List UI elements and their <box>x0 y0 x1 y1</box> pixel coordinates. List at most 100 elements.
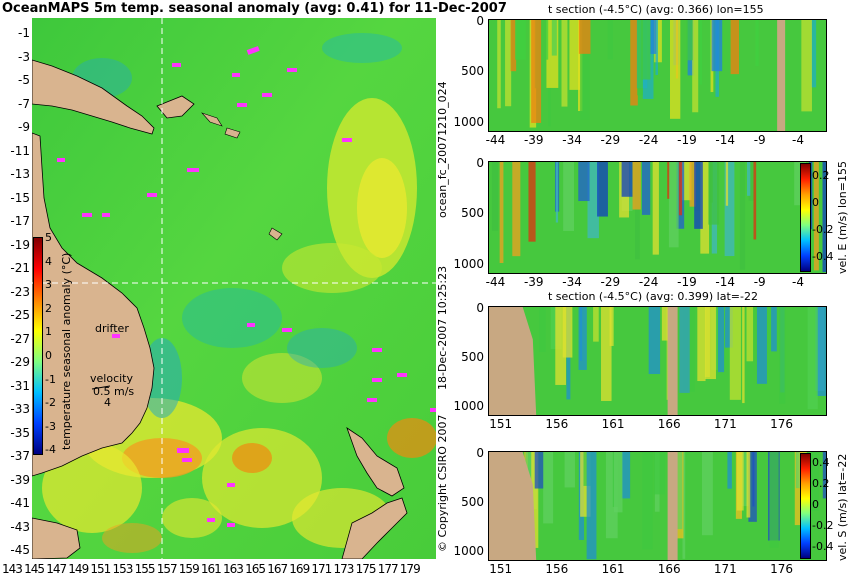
section-band <box>815 307 825 391</box>
section-band <box>601 307 612 401</box>
anomaly-patches <box>42 33 437 553</box>
section-band <box>578 20 591 54</box>
map-lat-tick-label: -23 <box>10 284 30 299</box>
section-band <box>682 452 686 559</box>
section-y-tick-label: 0 <box>476 14 484 28</box>
section-band <box>652 162 659 255</box>
section-band <box>725 307 733 348</box>
map-lon-tick-label: 155 <box>134 562 156 576</box>
section-band <box>605 452 618 539</box>
map-lon-tick-label: 177 <box>377 562 399 576</box>
section-band <box>746 452 751 518</box>
section-x-tick-label: -4 <box>792 275 804 289</box>
section-band <box>700 162 710 254</box>
section-band <box>562 307 573 358</box>
section-x-tick-label: -34 <box>562 275 582 289</box>
map-lat-tick-label: -37 <box>10 449 30 463</box>
section-band <box>730 20 740 75</box>
section-band <box>543 452 554 524</box>
section-heatmap <box>488 306 827 416</box>
section-y-tick-label: 1000 <box>453 544 484 559</box>
section-band <box>746 307 754 362</box>
section-band <box>822 162 826 273</box>
section-x-tick-label: 166 <box>657 417 681 431</box>
section-band <box>822 452 826 499</box>
section-band <box>667 162 670 199</box>
map-lon-tick-label: 167 <box>267 562 288 576</box>
section-band <box>648 307 661 375</box>
section-x-tick-label: 166 <box>657 562 681 576</box>
section-band <box>512 162 521 257</box>
section-band <box>531 452 539 548</box>
section-band <box>491 162 499 231</box>
section-x-tick-label: -9 <box>753 133 766 147</box>
section-band <box>729 307 741 400</box>
map-lon-tick-label: 169 <box>289 562 310 576</box>
section-band <box>563 162 575 231</box>
section-x-tick-label: -29 <box>600 133 621 147</box>
velocity-colorbar <box>800 453 811 559</box>
section-band <box>578 307 587 370</box>
section-band <box>686 20 693 61</box>
drifter-legend-label: drifter <box>95 322 129 335</box>
section-x-tick-label: -9 <box>753 275 766 289</box>
section-x-tick-label: 151 <box>489 562 513 576</box>
section-band <box>810 452 819 511</box>
section-x-tick-label: -44 <box>485 275 506 289</box>
main-colorbar-tick-label: -1 <box>45 372 56 386</box>
section-x-tick-label: -4 <box>792 133 804 147</box>
section-title: t section (-4.5°C) (avg: 0.366) lon=155 <box>548 3 764 16</box>
velocity-scale-label: 0.5 m/s <box>93 385 135 398</box>
section-band <box>632 162 641 210</box>
section-band <box>724 162 735 257</box>
map-lat-tick-label: -5 <box>18 73 30 87</box>
section-land <box>489 307 537 415</box>
section-band <box>742 307 745 404</box>
section-x-tick-label: 176 <box>770 562 793 576</box>
section-band <box>670 20 681 119</box>
section-band <box>650 20 657 54</box>
main-colorbar-tick-label: 5 <box>45 231 52 244</box>
section-x-tick-label: 171 <box>713 417 737 431</box>
section-band <box>736 452 744 511</box>
map-lat-tick-label: -17 <box>10 214 30 228</box>
section-band <box>794 452 804 526</box>
map-lat-tick-label: -33 <box>10 402 30 416</box>
section-band <box>634 162 640 260</box>
map-lon-tick-label: 145 <box>24 562 45 576</box>
map-lat-tick-label: -19 <box>10 237 30 252</box>
section-band <box>694 162 703 229</box>
section-band <box>769 452 779 548</box>
map-lat-tick-label: -27 <box>10 331 30 346</box>
section-heatmap <box>488 451 827 561</box>
map-lon-tick-label: 157 <box>156 562 178 576</box>
section-band <box>708 162 720 225</box>
section-band <box>531 20 542 123</box>
map-lat-tick-label: -25 <box>10 308 30 322</box>
section-band <box>551 20 557 56</box>
section-y-tick-label: 1000 <box>453 399 484 414</box>
section-band <box>653 452 666 495</box>
section-band <box>510 20 517 72</box>
map-lon-tick-label: 149 <box>68 562 89 576</box>
section-band <box>661 307 670 341</box>
section-land <box>777 20 786 131</box>
map-lat-tick-label: -39 <box>10 472 30 487</box>
main-colorbar <box>33 237 43 455</box>
section-band <box>771 307 777 352</box>
section-x-tick-label: -39 <box>523 275 544 289</box>
section-band <box>579 307 583 361</box>
section-band <box>755 20 759 67</box>
map-lon-tick-label: 165 <box>245 562 266 576</box>
section-x-tick-label: -19 <box>677 275 697 289</box>
section-band <box>613 452 623 513</box>
section-band <box>630 20 638 106</box>
section-x-tick-label: -24 <box>638 275 659 289</box>
map-lon-tick-label: 161 <box>200 562 222 576</box>
map-lat-tick-label: -13 <box>10 167 30 181</box>
section-band <box>578 162 590 202</box>
section-heatmap <box>488 19 827 132</box>
section-band <box>692 20 699 113</box>
map-lat-tick-label: -29 <box>10 355 30 369</box>
timestamp-label: 18-Dec-2007 10:25:23 <box>436 265 449 390</box>
